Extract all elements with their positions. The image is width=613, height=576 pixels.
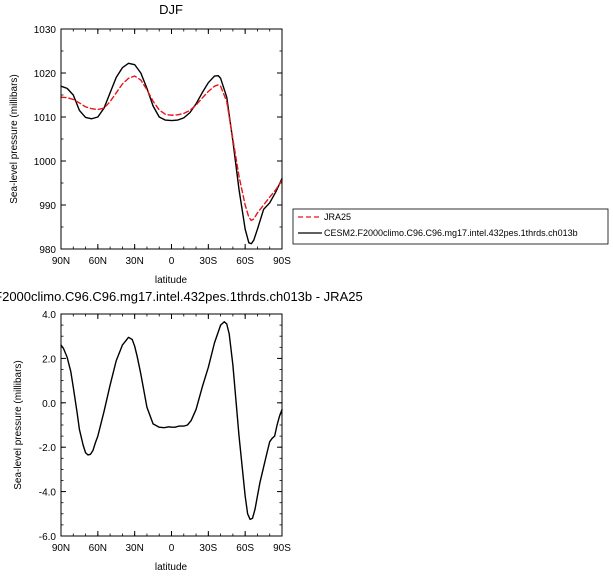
bottom-series-line-difference (60, 321, 283, 521)
bottom-yaxis-label: Sea-level pressure (millibars) (13, 360, 24, 489)
bottom-chart-title: 2.F2000climo.C96.C96.mg17.intel.432pes.1… (0, 289, 363, 304)
bottom-xtick-label: 60S (236, 543, 254, 554)
top-xtick-label: 60S (236, 256, 254, 267)
bottom-ytick-label: -2.0 (39, 443, 57, 454)
bottom-ytick-label: 2.0 (42, 354, 56, 365)
top-series-line-jra25 (60, 75, 283, 222)
legend-box (292, 208, 609, 245)
bottom-xtick-label: 30N (125, 543, 143, 554)
bottom-xtick-label: 90N (52, 543, 70, 554)
bottom-ytick-label: -6.0 (39, 532, 57, 543)
top-ytick-label: 1020 (34, 69, 57, 80)
top-ytick-label: 1000 (34, 157, 57, 168)
top-chart-title: DJF (159, 2, 183, 17)
top-plot-area: 90N 60N 30N 0 30S 60S 90S 980 990 1000 1010 1020 103… (34, 25, 291, 267)
bottom-xaxis-label: latitude (155, 562, 188, 573)
bottom-plot-frame (60, 313, 283, 537)
top-panel: DJF 90N 60N 30N 0 30S 60S 90S 980 990 1000 1010 102… (9, 2, 291, 286)
top-ytick-label: 1030 (34, 25, 57, 36)
bottom-panel: 2.F2000climo.C96.C96.mg17.intel.432pes.1… (0, 289, 363, 573)
bottom-xtick-label: 60N (89, 543, 107, 554)
top-ytick-label: 1010 (34, 113, 57, 124)
top-plot-frame (60, 28, 283, 250)
top-xtick-label: 60N (89, 256, 107, 267)
legend-label-cesm2: CESM2.F2000climo.C96.C96.mg17.intel.432p… (324, 228, 578, 238)
legend-label-jra25: JRA25 (324, 212, 351, 222)
top-xtick-label: 90S (273, 256, 291, 267)
top-xtick-label: 30N (125, 256, 143, 267)
top-xtick-label: 90N (52, 256, 70, 267)
legend: JRA25 CESM2.F2000climo.C96.C96.mg17.inte… (292, 208, 609, 245)
bottom-ytick-label: -4.0 (39, 488, 57, 499)
top-ytick-label: 980 (39, 245, 56, 256)
bottom-plot-area: 90N 60N 30N 0 30S 60S 90S -6.0 -4.0 -2.0 0.0 2.0 4.0 (39, 310, 291, 554)
top-xaxis-label: latitude (155, 275, 188, 286)
bottom-xtick-label: 90S (273, 543, 291, 554)
top-yaxis-label: Sea-level pressure (millibars) (9, 74, 20, 203)
top-xtick-label: 0 (169, 256, 175, 267)
top-ytick-label: 990 (39, 201, 56, 212)
bottom-ytick-label: 4.0 (42, 310, 56, 321)
bottom-xtick-label: 30S (199, 543, 217, 554)
bottom-ytick-label: 0.0 (42, 399, 56, 410)
top-xtick-label: 30S (199, 256, 217, 267)
bottom-xtick-label: 0 (169, 543, 175, 554)
top-series-line-cesm2 (60, 62, 283, 245)
